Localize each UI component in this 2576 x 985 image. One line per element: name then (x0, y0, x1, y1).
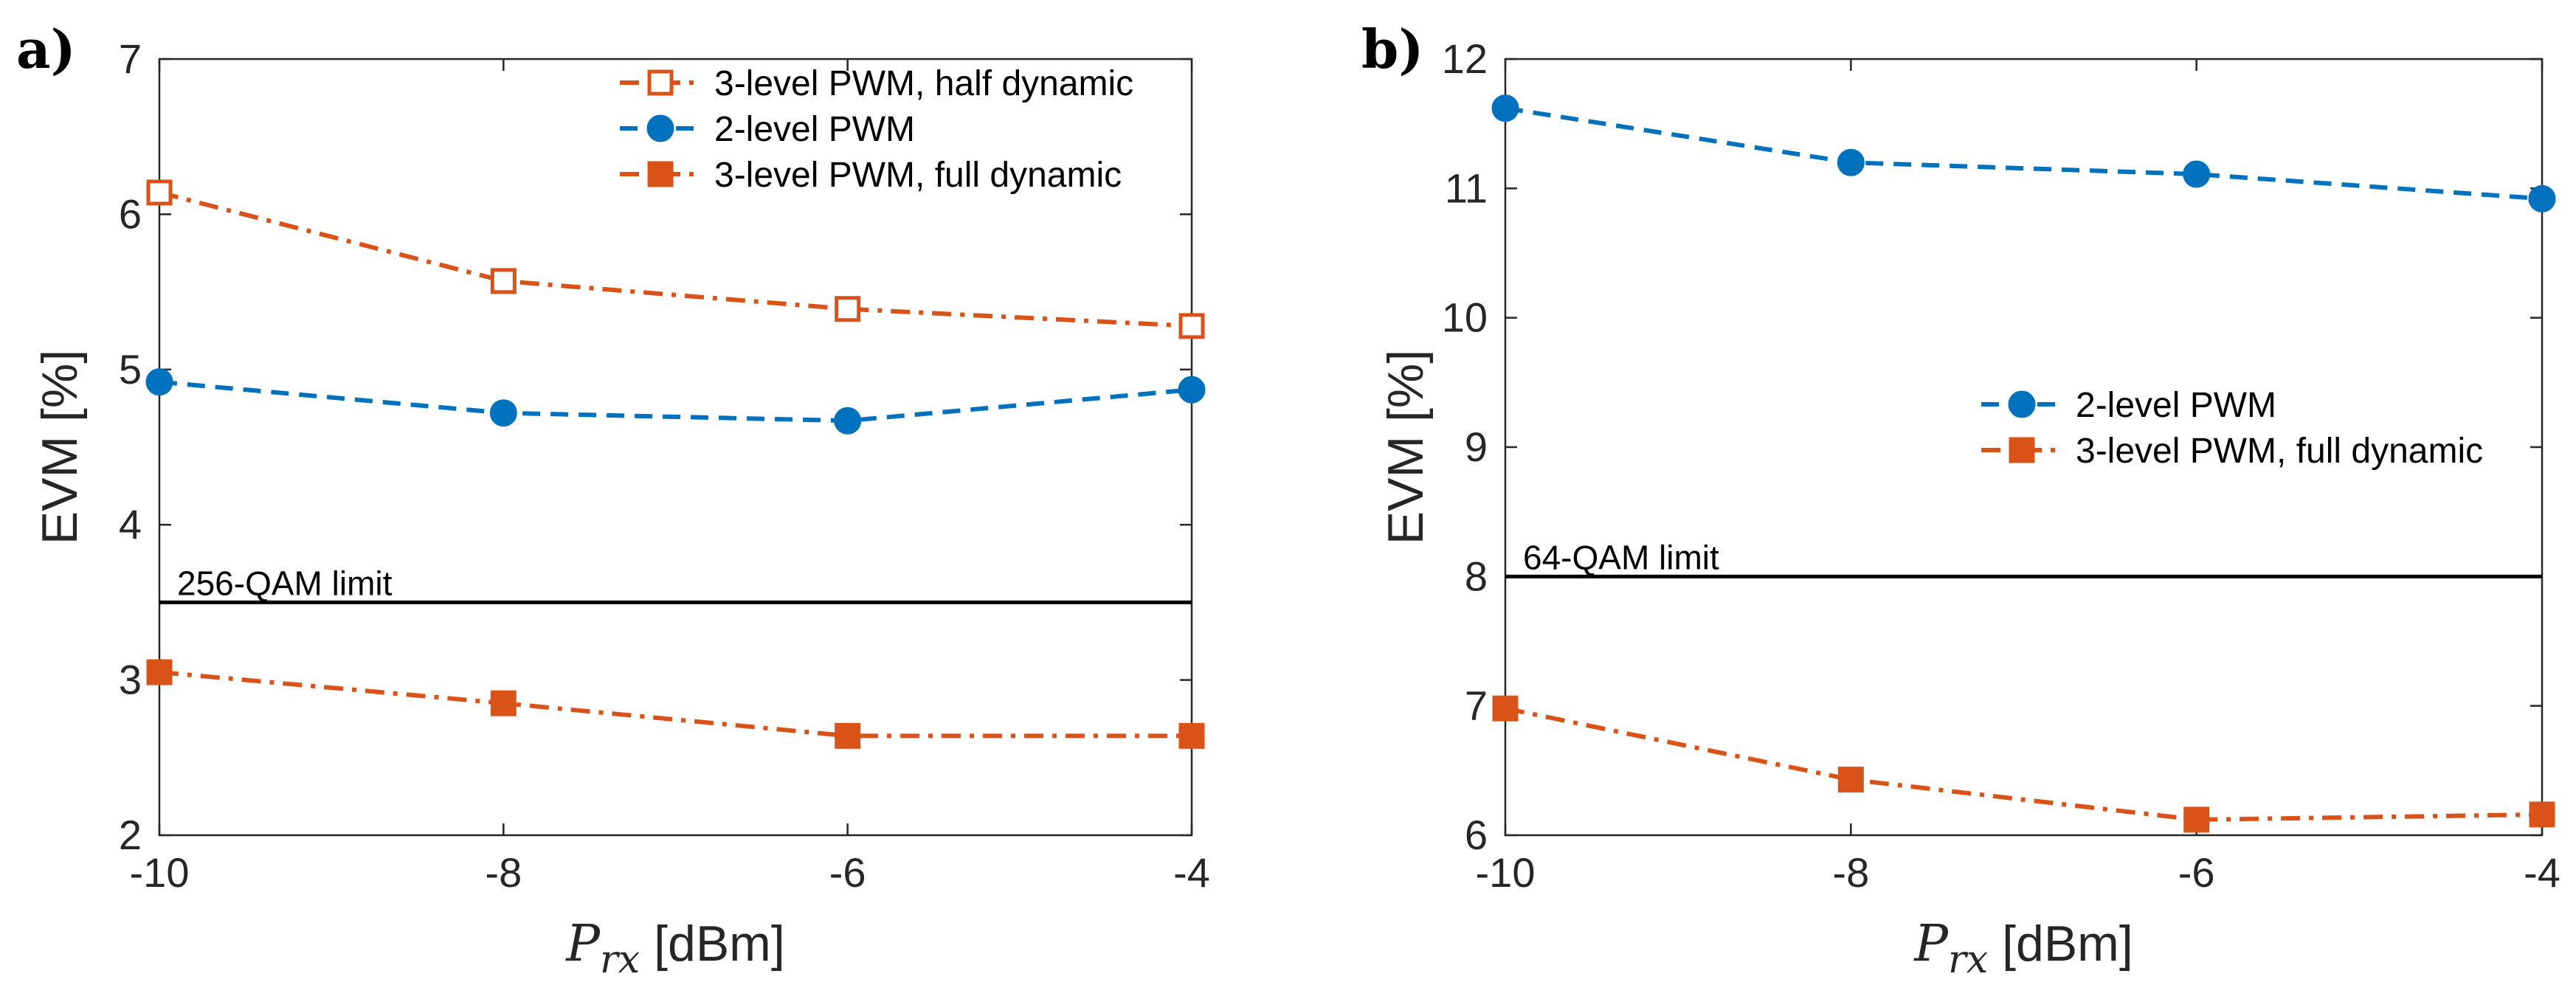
series-2 (146, 659, 1205, 749)
x-tick-label: -6 (2178, 849, 2215, 896)
x-tick-label: -6 (829, 849, 866, 896)
chart-panel-a: -10 -8 -6 -4 2 3 4 5 6 7 EVM [%] Prx [dBm] 256-QAM l… (32, 35, 1210, 982)
data-point (835, 296, 861, 322)
legend-entry: 3-level PWM, half dynamic (714, 64, 1133, 103)
series-line (1505, 106, 2543, 201)
y-axis-label: EVM [%] (1378, 350, 1434, 545)
legend-marker (647, 161, 674, 187)
series-0 (1491, 94, 2556, 212)
data-point (2183, 160, 2211, 188)
data-point (146, 659, 173, 685)
reference-line-label: 64-QAM limit (1523, 538, 1719, 576)
x-axis-label-symbol: P (1913, 915, 1949, 973)
y-axis-label: EVM [%] (32, 350, 88, 545)
data-point (1492, 695, 1519, 722)
legend-marker (2009, 437, 2035, 463)
legend-entry: 2-level PWM (714, 110, 915, 149)
data-point (145, 368, 173, 396)
x-tick-label: -10 (130, 849, 190, 896)
series-0 (146, 179, 1205, 339)
legend: 3-level PWM, half dynamic 2-level PWM 3-le… (620, 64, 1133, 195)
y-tick-label: 6 (119, 190, 142, 237)
legend-entry: 3-level PWM, full dynamic (2076, 432, 2483, 471)
y-tick-label: 5 (119, 346, 142, 393)
x-axis-label-unit: [dBm] (1988, 916, 2133, 972)
data-point (2528, 184, 2556, 212)
data-point (146, 179, 173, 206)
series-1 (1492, 695, 2555, 833)
x-axis-label-symbol: P (564, 915, 601, 973)
x-tick-label: -8 (1832, 849, 1869, 896)
series-1 (145, 368, 1206, 435)
y-tick-label: 7 (119, 35, 142, 82)
legend: 2-level PWM 3-level PWM, full dynamic (1981, 386, 2483, 471)
legend-marker (2008, 390, 2036, 418)
y-tick-label: 2 (119, 812, 142, 858)
data-point (1837, 767, 1864, 793)
x-axis-label-subscript: rx (1948, 938, 1988, 982)
chart-panel-b: -10 -8 -6 -4 6 7 8 9 10 11 12 EVM [%] Prx [dBm] 64-QA… (1378, 35, 2561, 982)
x-tick-label: -4 (1173, 849, 1210, 896)
x-tick-label: -10 (1476, 849, 1536, 896)
y-tick-label: 7 (1465, 682, 1488, 729)
y-tick-label: 10 (1442, 294, 1488, 341)
data-point (1178, 313, 1205, 339)
data-point (2183, 806, 2210, 833)
data-point (1491, 94, 1519, 122)
y-tick-label: 12 (1442, 35, 1488, 82)
x-axis-label: Prx [dBm] (1913, 915, 2133, 982)
data-point (1837, 148, 1865, 176)
y-tick-label: 6 (1465, 812, 1488, 858)
data-point (835, 722, 861, 749)
series-line (1505, 706, 2543, 822)
data-point (834, 407, 862, 435)
x-axis-label-subscript: rx (600, 938, 640, 982)
x-axis-label: Prx [dBm] (564, 915, 784, 982)
data-point (1178, 376, 1206, 404)
y-tick-label: 9 (1465, 424, 1488, 470)
data-point (2529, 801, 2555, 828)
panel-label: a) (16, 18, 76, 80)
series-line (159, 190, 1192, 328)
panel-label: b) (1361, 18, 1423, 80)
data-point (1178, 722, 1205, 749)
reference-line-label: 256-QAM limit (177, 564, 393, 602)
y-tick-label: 4 (119, 501, 142, 547)
legend-marker (647, 69, 674, 96)
axes-box (158, 58, 1193, 837)
y-tick-label: 11 (1445, 165, 1488, 211)
legend-entry: 3-level PWM, full dynamic (714, 156, 1122, 195)
series-line (159, 379, 1192, 424)
data-point (490, 690, 517, 716)
data-point (489, 399, 517, 427)
y-tick-label: 3 (119, 657, 142, 703)
y-tick-label: 8 (1465, 553, 1488, 599)
legend-entry: 2-level PWM (2076, 386, 2276, 425)
x-axis-label-unit: [dBm] (640, 916, 785, 972)
data-point (490, 268, 517, 294)
x-tick-label: -4 (2524, 849, 2561, 896)
series-line (159, 670, 1192, 739)
x-tick-label: -8 (485, 849, 522, 896)
legend-marker (646, 114, 674, 142)
